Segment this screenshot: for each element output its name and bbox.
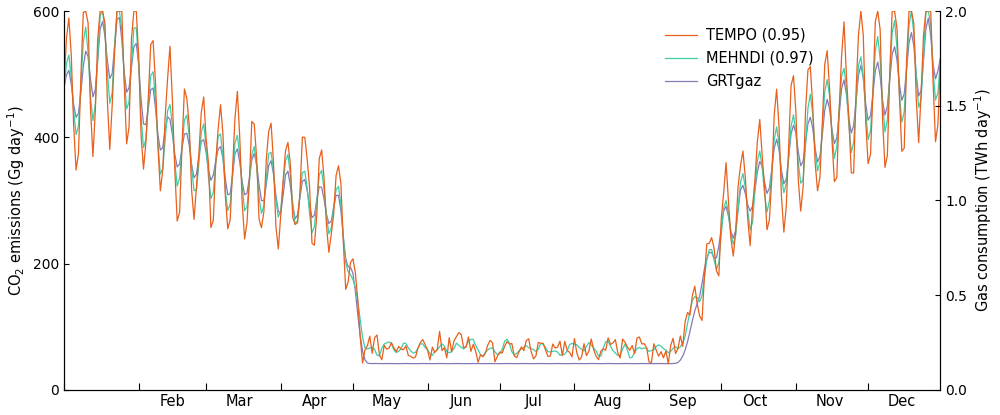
Legend: TEMPO (0.95), MEHNDI (0.97), GRTgaz: TEMPO (0.95), MEHNDI (0.97), GRTgaz: [659, 22, 819, 95]
Y-axis label: CO$_2$ emissions (Gg day$^{-1}$): CO$_2$ emissions (Gg day$^{-1}$): [6, 105, 27, 295]
Y-axis label: Gas consumption (TWh day$^{-1}$): Gas consumption (TWh day$^{-1}$): [973, 88, 994, 312]
